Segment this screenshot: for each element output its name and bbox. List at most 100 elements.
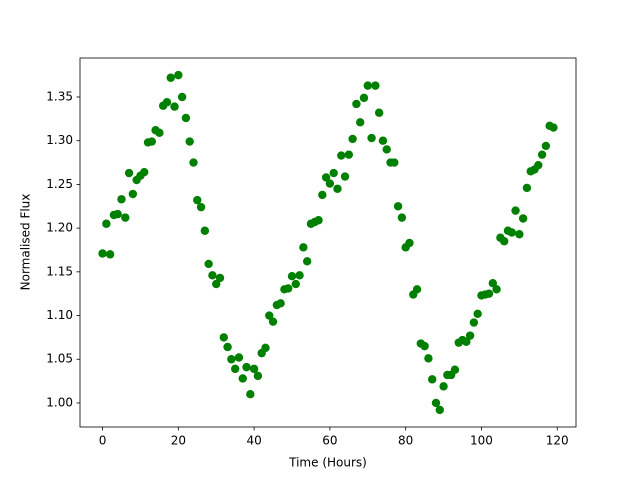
point	[238, 374, 247, 383]
point	[208, 271, 217, 280]
point	[382, 145, 391, 154]
point	[507, 228, 516, 237]
plot-frame	[79, 57, 577, 428]
y-tick-label: 1.15	[46, 264, 73, 278]
point	[299, 243, 308, 252]
y-axis-label: Normalised Flux	[19, 194, 33, 291]
point	[488, 278, 498, 288]
point	[295, 271, 304, 280]
point	[371, 81, 380, 90]
point	[174, 70, 183, 80]
point	[549, 123, 558, 132]
point	[268, 317, 278, 326]
point	[333, 184, 342, 193]
point	[98, 249, 107, 258]
point	[219, 333, 228, 342]
point	[473, 309, 482, 318]
y-tick-label: 1.00	[46, 395, 73, 409]
point	[287, 272, 297, 281]
point	[397, 213, 407, 222]
x-tick-label: 120	[546, 434, 569, 448]
point	[541, 141, 551, 151]
point	[321, 173, 331, 182]
point	[537, 150, 547, 159]
y-tick-label: 1.20	[46, 221, 73, 235]
point	[291, 279, 300, 289]
point	[234, 353, 244, 362]
point	[246, 390, 255, 399]
point	[261, 343, 270, 353]
point	[465, 331, 475, 340]
point	[204, 259, 213, 269]
point	[121, 213, 130, 222]
x-tick-label: 0	[99, 434, 107, 448]
point	[378, 136, 388, 145]
point	[469, 318, 479, 327]
point	[518, 214, 528, 223]
point	[492, 285, 501, 294]
point	[352, 99, 361, 109]
point	[124, 168, 134, 178]
point	[329, 168, 338, 178]
point	[242, 362, 251, 372]
x-tick-label: 100	[470, 434, 493, 448]
point	[196, 202, 206, 212]
point	[147, 137, 157, 146]
x-tick-label: 40	[246, 434, 261, 448]
point	[439, 382, 448, 391]
point	[276, 299, 285, 308]
point	[185, 137, 194, 146]
point	[534, 160, 543, 170]
point	[515, 230, 524, 239]
point	[189, 158, 198, 167]
point	[155, 128, 164, 138]
point	[390, 158, 399, 167]
point	[140, 167, 149, 177]
point	[193, 195, 202, 205]
point	[367, 133, 376, 143]
point	[128, 189, 138, 199]
point	[363, 81, 372, 90]
point	[511, 206, 520, 215]
point	[356, 118, 365, 127]
y-tick-label: 1.35	[46, 89, 73, 103]
point	[181, 113, 191, 123]
point	[344, 150, 354, 159]
point	[215, 273, 225, 283]
point	[249, 364, 259, 374]
point	[374, 108, 384, 117]
point	[424, 354, 433, 363]
point	[223, 342, 232, 352]
point	[170, 102, 179, 111]
point	[102, 219, 111, 228]
point	[200, 226, 210, 235]
x-axis-label: Time (Hours)	[288, 456, 367, 470]
point	[105, 250, 115, 259]
point	[431, 398, 441, 408]
point	[337, 151, 346, 160]
y-tick-label: 1.25	[46, 177, 73, 191]
point	[325, 179, 335, 188]
point	[450, 365, 460, 374]
point	[428, 375, 437, 384]
point	[462, 337, 471, 346]
point	[230, 364, 240, 374]
x-tick-label: 80	[398, 434, 413, 448]
y-tick-label: 1.30	[46, 133, 73, 147]
y-tick-label: 1.10	[46, 308, 73, 322]
point	[253, 371, 263, 381]
point	[340, 172, 350, 181]
point	[302, 257, 312, 266]
point	[113, 209, 122, 219]
point	[318, 190, 327, 200]
point	[393, 202, 403, 211]
point	[405, 238, 414, 248]
y-tick-label: 1.05	[46, 352, 73, 366]
point	[166, 73, 175, 82]
point	[522, 183, 532, 193]
point	[435, 405, 444, 415]
x-tick-label: 60	[322, 434, 337, 448]
point	[359, 93, 369, 103]
point	[227, 355, 236, 364]
